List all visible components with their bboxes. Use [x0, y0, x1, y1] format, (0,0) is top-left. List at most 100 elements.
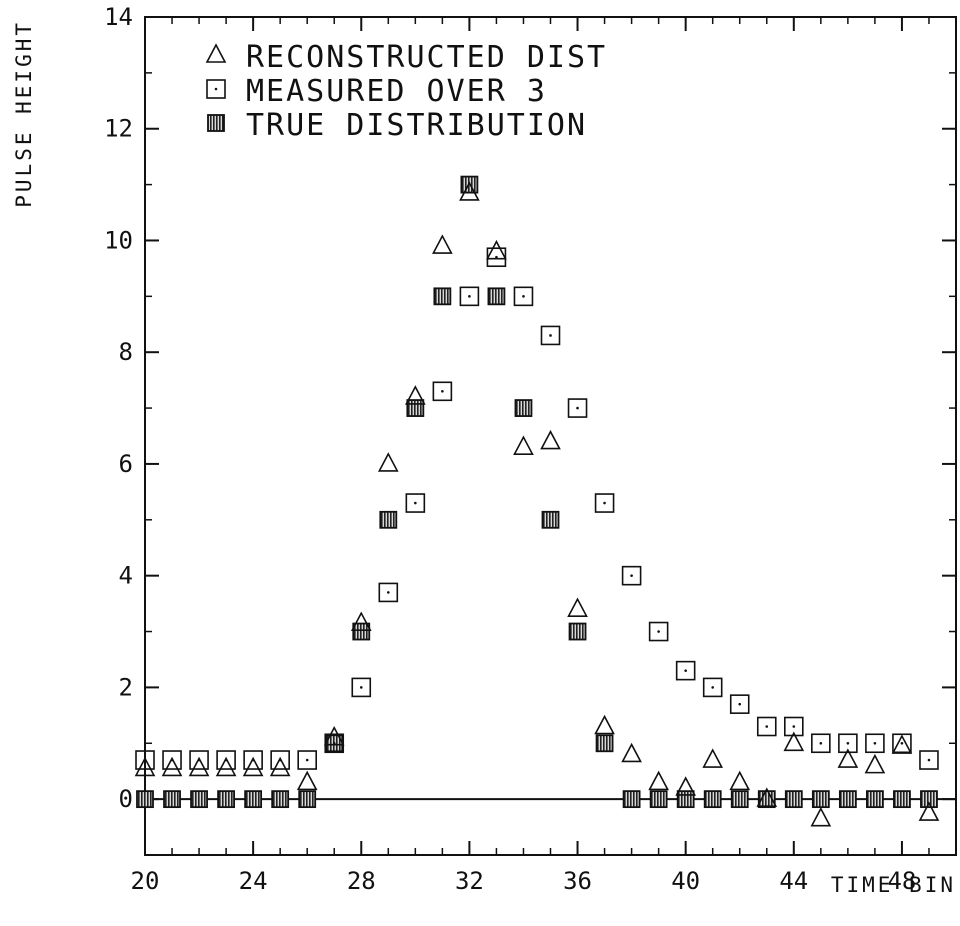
- series-true-point: [838, 790, 857, 809]
- series-measured-point-dot: [576, 406, 579, 410]
- series-measured-point-dot: [630, 574, 633, 577]
- series-reconstructed-point: [702, 748, 724, 768]
- x-tick-label: 32: [455, 867, 484, 895]
- series-measured-point-box: [756, 716, 777, 737]
- series-measured-point-box: [135, 750, 155, 770]
- series-true-point: [514, 399, 533, 417]
- series-true-point: [271, 790, 290, 809]
- x-axis-title: TIME BIN: [831, 873, 956, 897]
- series-measured-point-box: [811, 733, 831, 754]
- series-measured-point: [729, 694, 750, 714]
- series-reconstructed-point: [864, 753, 886, 774]
- series-measured-point: [675, 660, 696, 681]
- series-reconstructed-point: [405, 385, 426, 405]
- series-measured-point-box: [513, 286, 534, 307]
- series-measured-point-box: [567, 398, 588, 418]
- series-measured-point-dot: [522, 295, 525, 298]
- y-tick-label: 12: [104, 115, 133, 143]
- series-reconstructed-point: [594, 714, 615, 735]
- series-reconstructed-point: [269, 756, 291, 777]
- series-measured-point-box: [594, 493, 615, 513]
- legend-label: MEASURED OVER 3: [246, 74, 547, 109]
- series-reconstructed-point: [756, 787, 778, 807]
- series-true-point: [676, 790, 695, 809]
- series-measured-point: [919, 750, 939, 770]
- legend-marker-triangle: [205, 43, 227, 63]
- series-reconstructed-point: [486, 239, 507, 260]
- series-true-point: [541, 510, 560, 529]
- series-true-point: [433, 287, 452, 306]
- series-true-point: [217, 790, 236, 809]
- series-measured-point: [540, 325, 561, 346]
- series-reconstructed-point: [729, 770, 751, 791]
- series-measured-point-box: [865, 733, 885, 754]
- y-tick-label: 10: [104, 226, 133, 254]
- series-measured-point-dot: [792, 725, 796, 728]
- series-measured-point-dot: [468, 295, 471, 298]
- series-measured-point: [648, 621, 669, 642]
- series-measured-point-box: [351, 677, 372, 698]
- y-tick-label: 14: [104, 3, 133, 31]
- x-tick-label: 44: [779, 867, 808, 895]
- series-measured-point-dot: [765, 725, 769, 728]
- series-measured-point-box: [729, 694, 750, 714]
- series-reconstructed-point: [432, 234, 453, 254]
- series-measured-point-box: [297, 750, 318, 770]
- series-reconstructed-point: [918, 801, 940, 821]
- series-measured-point: [865, 733, 885, 754]
- series-measured-point-box: [162, 750, 182, 770]
- legend-marker-square-box: [206, 79, 226, 99]
- series-measured-point-dot: [684, 669, 687, 672]
- data-points: [134, 175, 940, 827]
- series-true-point: [730, 790, 749, 809]
- series-reconstructed-point: [837, 748, 859, 768]
- series-measured-point-box: [783, 716, 804, 737]
- series-measured-point-dot: [359, 686, 363, 689]
- series-measured-point: [432, 381, 453, 402]
- series-true-point: [784, 790, 803, 809]
- series-true-point: [406, 399, 425, 417]
- series-reconstructed: [134, 181, 940, 827]
- y-tick-label: 8: [119, 338, 133, 366]
- series-measured-point: [783, 716, 804, 737]
- legend-marker-square: [206, 79, 226, 99]
- series-true-point: [811, 790, 830, 809]
- series-measured-point-dot: [900, 741, 904, 745]
- series-reconstructed-point: [783, 731, 805, 752]
- series-measured-point: [702, 677, 723, 698]
- series-measured-point: [811, 733, 831, 754]
- series-measured-point: [378, 582, 399, 603]
- series-measured-point-box: [540, 325, 561, 346]
- series-measured-point-dot: [441, 390, 444, 393]
- legend-label: TRUE DISTRIBUTION: [246, 108, 587, 143]
- series-true-point: [595, 734, 614, 753]
- series-measured-point: [756, 716, 777, 737]
- series-measured-point-box: [838, 733, 858, 754]
- series-measured-point: [486, 247, 507, 268]
- series-measured-point: [513, 286, 534, 307]
- series-reconstructed-point: [215, 756, 237, 777]
- series-true-point: [190, 790, 208, 809]
- series-reconstructed-point: [459, 181, 480, 201]
- y-axis-title: PULSE HEIGHT: [12, 20, 36, 208]
- series-reconstructed-point: [377, 452, 399, 472]
- series-reconstructed-point: [323, 725, 345, 746]
- series-measured-point: [567, 398, 588, 418]
- series-measured-point-box: [189, 750, 209, 770]
- legend-item: MEASURED OVER 3: [206, 74, 547, 109]
- series-true-point: [649, 790, 668, 809]
- x-tick-label: 36: [563, 867, 592, 895]
- series-measured-point: [621, 565, 642, 586]
- series-measured-point-box: [675, 660, 696, 681]
- x-tick-label: 24: [239, 867, 268, 895]
- series-measured-point-box: [432, 381, 453, 402]
- x-tick-label: 20: [131, 867, 160, 895]
- legend-item: RECONSTRUCTED DIST: [205, 40, 605, 75]
- series-reconstructed-point: [513, 435, 534, 455]
- x-tick-label: 40: [671, 867, 700, 895]
- series-true-point: [163, 790, 181, 809]
- y-tick-label: 4: [119, 562, 133, 590]
- series-measured-point-dot: [711, 686, 714, 689]
